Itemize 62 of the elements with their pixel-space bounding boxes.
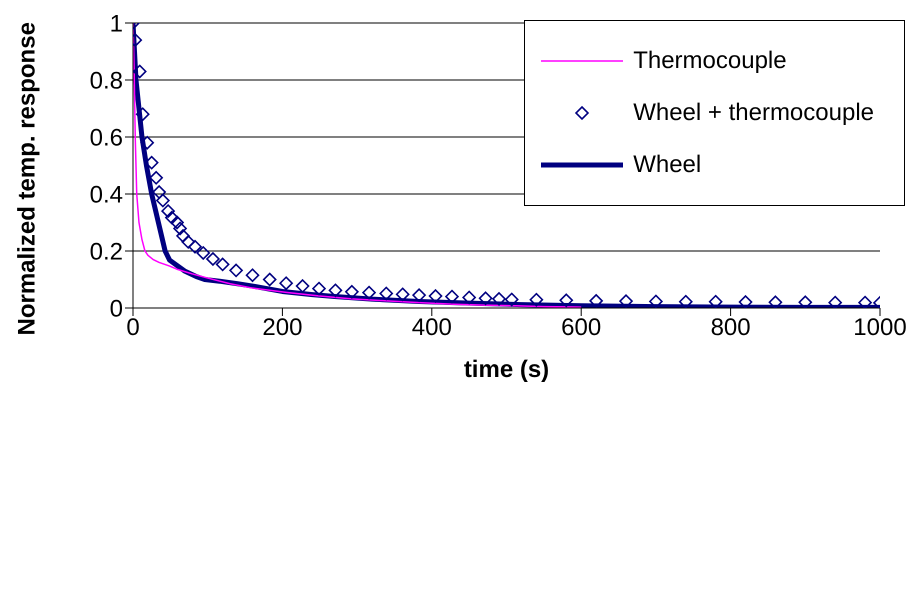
point [678, 294, 693, 308]
point [345, 284, 359, 299]
legend-label: Wheel + thermocouple [633, 99, 874, 127]
point [768, 296, 782, 308]
y-tick-label: 0.8 [90, 68, 123, 95]
x-tick-label: 600 [561, 314, 602, 342]
point [462, 290, 476, 304]
point [156, 194, 170, 208]
legend-label: Thermocouple [633, 47, 787, 75]
point [173, 222, 187, 236]
point [296, 279, 310, 293]
y-tick-label: 1 [110, 10, 123, 38]
point [161, 204, 175, 218]
point [559, 294, 574, 308]
point [828, 296, 842, 308]
x-tick-label: 400 [412, 314, 452, 342]
point [530, 292, 544, 307]
point [858, 296, 872, 308]
point [738, 295, 752, 308]
point [140, 136, 154, 150]
x-tick-label: 1000 [853, 314, 907, 342]
point [362, 286, 376, 300]
point [196, 246, 210, 260]
point [170, 216, 184, 230]
point [478, 292, 492, 306]
point [206, 252, 220, 266]
point [152, 185, 166, 199]
point [149, 170, 163, 185]
point [504, 292, 519, 306]
point [492, 292, 506, 306]
point [649, 294, 663, 308]
point [396, 288, 410, 302]
point [445, 290, 459, 304]
point [188, 240, 202, 254]
point [328, 284, 342, 298]
point [619, 294, 633, 308]
point [165, 210, 179, 224]
point [708, 294, 722, 308]
point [133, 64, 147, 78]
point [428, 289, 442, 303]
point [216, 258, 230, 272]
y-tick-label: 0.6 [90, 124, 123, 152]
point [589, 294, 603, 308]
x-tick-label: 800 [710, 314, 751, 342]
point [181, 235, 196, 249]
point [412, 288, 426, 302]
point [136, 107, 150, 121]
point [798, 296, 812, 308]
y-tick-label: 0.4 [90, 182, 123, 209]
point [246, 268, 260, 282]
point [176, 229, 190, 243]
legend-label: Wheel [633, 151, 702, 179]
y-tick-label: 0.2 [90, 238, 123, 266]
y-tick-label: 0 [110, 296, 123, 323]
point [262, 272, 276, 286]
y-axis-title: Normalized temp. response [14, 22, 41, 336]
point [229, 264, 243, 278]
point [279, 276, 293, 290]
x-tick-label: 200 [262, 314, 302, 342]
x-axis-title: time (s) [464, 356, 550, 383]
point [312, 282, 326, 296]
point [379, 286, 394, 300]
